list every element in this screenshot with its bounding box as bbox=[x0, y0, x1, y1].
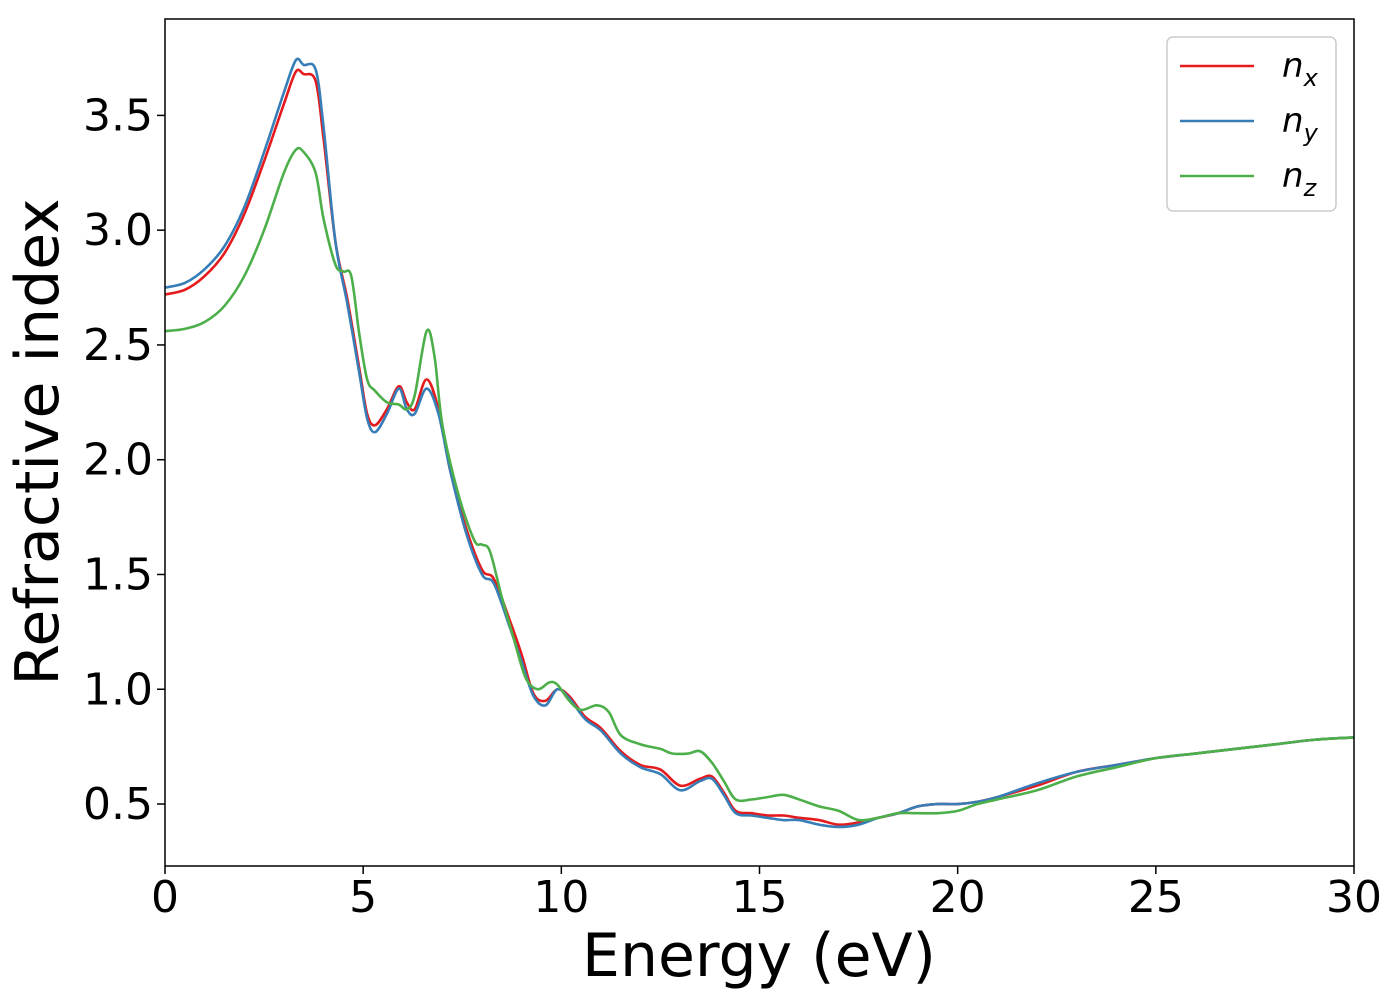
x-axis-ticks: 0 5 10 15 20 25 30 bbox=[151, 866, 1382, 923]
legend-label-x: nx bbox=[1282, 46, 1319, 92]
x-axis-title: Energy (eV) bbox=[582, 921, 936, 991]
legend: nx ny nz bbox=[1166, 36, 1337, 212]
y-axis-ticks: 0.5 1.0 1.5 2.0 2.5 3.0 3.5 bbox=[83, 90, 165, 830]
series-line-n-y bbox=[165, 57, 1354, 829]
x-tick-label: 15 bbox=[732, 872, 788, 923]
x-tick-label: 25 bbox=[1128, 872, 1184, 923]
x-tick-label: 10 bbox=[533, 872, 589, 923]
legend-box bbox=[1166, 36, 1337, 212]
y-tick-label: 1.5 bbox=[83, 549, 153, 600]
series-layer bbox=[165, 57, 1354, 829]
series-line-n-z bbox=[165, 146, 1354, 822]
y-tick-label: 0.5 bbox=[83, 779, 153, 830]
x-tick-label: 20 bbox=[930, 872, 986, 923]
legend-label-z: nz bbox=[1282, 156, 1318, 202]
legend-label-y: ny bbox=[1282, 101, 1319, 147]
x-tick-label: 30 bbox=[1326, 872, 1382, 923]
x-tick-label: 5 bbox=[349, 872, 377, 923]
y-tick-label: 3.0 bbox=[83, 205, 153, 256]
y-tick-label: 2.0 bbox=[83, 435, 153, 486]
legend-items: nx ny nz bbox=[1180, 46, 1319, 202]
x-tick-label: 0 bbox=[151, 872, 179, 923]
y-tick-label: 2.5 bbox=[83, 320, 153, 371]
y-tick-label: 1.0 bbox=[83, 664, 153, 715]
y-axis-title: Refractive index bbox=[3, 198, 73, 685]
y-tick-label: 3.5 bbox=[83, 90, 153, 141]
